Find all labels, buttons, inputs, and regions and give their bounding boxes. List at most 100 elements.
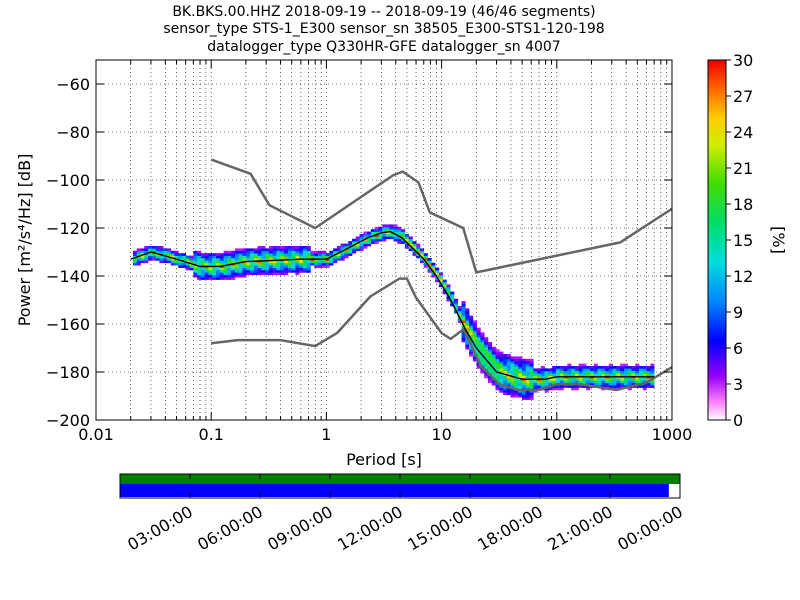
psd-cell: [465, 339, 470, 343]
psd-cell: [537, 375, 542, 379]
psd-cell: [533, 368, 538, 372]
psd-cell: [514, 385, 519, 388]
psd-cell: [401, 229, 406, 232]
psd-cell: [318, 253, 323, 256]
psd-cell: [521, 385, 527, 388]
psd-cell: [540, 385, 545, 388]
psd-cell: [627, 387, 632, 391]
psd-cell: [223, 260, 228, 264]
psd-cell: [246, 250, 251, 254]
psd-cell: [348, 253, 353, 256]
psd-cell: [419, 248, 425, 252]
psd-cell: [563, 368, 568, 372]
psd-cell: [506, 390, 511, 393]
psd-cell: [533, 373, 538, 376]
psd-cell: [461, 320, 466, 324]
psd-cell: [318, 260, 323, 264]
psd-cell: [578, 368, 583, 372]
psd-cell: [276, 246, 281, 249]
psd-cell: [302, 265, 307, 268]
psd-cell: [631, 380, 636, 384]
psd-cell: [234, 265, 240, 268]
psd-cell: [208, 270, 213, 273]
psd-cell: [514, 366, 519, 369]
psd-cell: [544, 370, 549, 374]
psd-cell: [268, 248, 274, 252]
psd-cell: [250, 272, 255, 276]
psd-cell: [261, 250, 266, 254]
psd-cell: [578, 380, 583, 384]
psd-cell: [574, 373, 579, 376]
psd-cell: [223, 262, 228, 266]
psd-cell: [567, 373, 572, 376]
psd-cell: [540, 373, 545, 376]
psd-cell: [514, 390, 519, 393]
psd-cell: [302, 270, 307, 273]
psd-cell: [280, 250, 285, 254]
psd-cell: [314, 253, 319, 256]
psd-cell: [193, 260, 198, 264]
psd-cell: [593, 380, 598, 384]
psd-cell: [261, 272, 266, 276]
psd-cell: [514, 392, 519, 396]
psd-cell: [582, 366, 587, 369]
psd-cell: [204, 272, 209, 276]
psd-cell: [510, 363, 515, 367]
psd-cell: [503, 390, 508, 393]
psd-cell: [265, 267, 270, 271]
psd-cell: [616, 368, 621, 372]
psd-cell: [521, 358, 527, 362]
psd-cell: [212, 277, 217, 280]
psd-cell: [321, 262, 326, 266]
psd-cell: [540, 368, 545, 372]
y-tick-label: −100: [46, 171, 90, 190]
psd-cell: [284, 270, 289, 273]
psd-cell: [136, 250, 141, 254]
psd-cell: [423, 262, 428, 266]
psd-cell: [200, 258, 206, 261]
psd-cell: [559, 387, 564, 391]
psd-cell: [646, 370, 651, 374]
psd-cell: [136, 260, 141, 264]
psd-cell: [639, 368, 644, 372]
psd-cell: [325, 265, 330, 268]
psd-cell: [212, 267, 217, 271]
x-tick-label: 0.1: [198, 425, 223, 444]
high-noise-model-line: [210, 158, 672, 274]
psd-cell: [521, 373, 527, 376]
psd-cell: [537, 385, 542, 388]
psd-cell: [393, 234, 398, 237]
psd-cell: [582, 380, 587, 384]
psd-cell: [265, 258, 270, 261]
psd-cell: [559, 368, 564, 372]
psd-cell: [197, 250, 202, 254]
timeline-tick-label: 21:00:00: [544, 502, 616, 554]
psd-cell: [219, 274, 224, 278]
psd-cell: [136, 258, 141, 261]
psd-cell: [518, 370, 523, 374]
psd-cell: [197, 270, 202, 273]
psd-cell: [593, 366, 598, 369]
psd-cell: [608, 370, 613, 374]
psd-cell: [491, 346, 496, 350]
psd-cell: [484, 337, 489, 340]
psd-cell: [272, 255, 277, 259]
psd-cell: [525, 382, 530, 386]
psd-cell: [189, 267, 194, 271]
psd-cell: [642, 378, 647, 381]
psd-cell: [593, 363, 598, 367]
psd-cell: [302, 255, 307, 259]
psd-cell: [265, 248, 270, 252]
psd-cell: [537, 373, 542, 376]
psd-cell: [306, 265, 311, 268]
psd-cell: [635, 363, 640, 367]
psd-cell: [340, 258, 345, 261]
psd-cell: [370, 236, 375, 240]
psd-cell: [503, 354, 508, 357]
psd-cell: [491, 363, 496, 367]
psd-cell: [182, 262, 187, 266]
psd-cell: [265, 255, 270, 259]
psd-cell: [469, 334, 474, 338]
psd-cell: [401, 231, 406, 235]
colorbar-tick-label: 30: [733, 51, 753, 70]
